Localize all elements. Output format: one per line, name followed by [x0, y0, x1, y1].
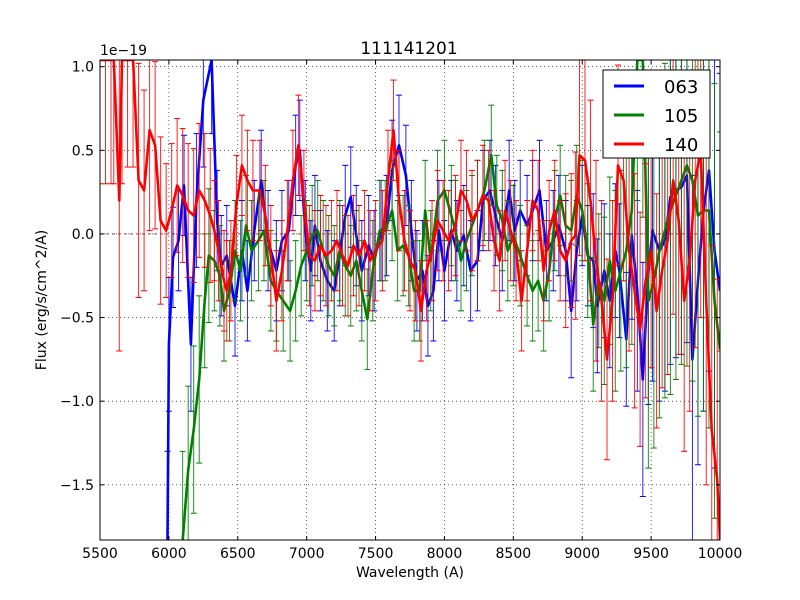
x-tick-label: 7000 [289, 546, 325, 562]
x-tick-label: 8000 [427, 546, 463, 562]
legend-label-105: 105 [664, 106, 698, 127]
x-tick-label: 9000 [564, 546, 600, 562]
x-tick-label: 7500 [358, 546, 394, 562]
y-tick-label: 0.5 [72, 143, 94, 159]
y-tick-label: −0.5 [60, 311, 94, 327]
x-tick-label: 10000 [698, 546, 743, 562]
axis-ticks: 5500 6000 6500 7000 7500 8000 8500 9000 9500 1000… [60, 60, 742, 562]
y-tick-label: −1.0 [60, 394, 94, 410]
legend-label-063: 063 [664, 77, 698, 98]
x-tick-label: 5500 [82, 546, 118, 562]
y-tick-label: 0.0 [72, 227, 94, 243]
y-offset-label: 1e−19 [100, 43, 147, 59]
plot-frame [99, 59, 721, 541]
x-tick-label: 6500 [220, 546, 256, 562]
series-line [100, 60, 720, 540]
y-tick-label: 1.0 [72, 60, 94, 76]
chart-title: 111141201 [360, 39, 457, 59]
y-tick-label: −1.5 [60, 478, 94, 494]
x-tick-label: 9500 [633, 546, 669, 562]
series-line [181, 60, 720, 540]
legend: 063 105 140 [602, 69, 711, 159]
y-axis-label: Flux (erg/s/cm^2/A) [34, 230, 50, 370]
x-axis-label: Wavelength (A) [356, 565, 464, 581]
legend-label-140: 140 [664, 135, 698, 156]
x-tick-label: 8500 [496, 546, 532, 562]
x-tick-label: 6000 [151, 546, 187, 562]
